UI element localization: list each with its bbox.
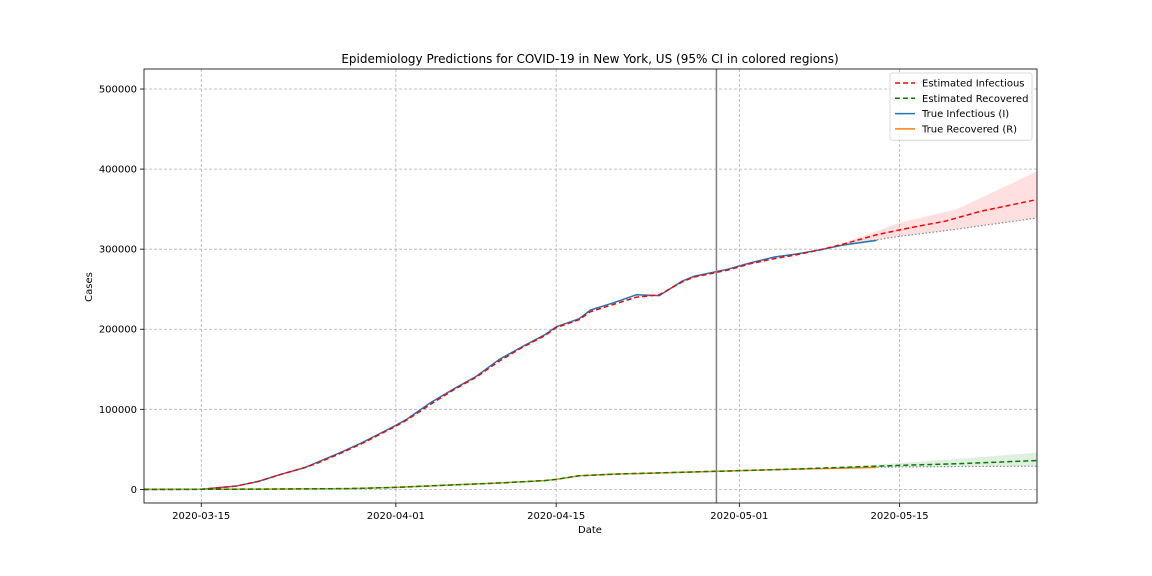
- legend-frame: [889, 72, 1033, 141]
- y-tick-label: 200000: [99, 325, 137, 336]
- x-axis-label: Date: [578, 525, 602, 536]
- grid-layer: [144, 69, 1037, 503]
- confidence-band: [842, 452, 1037, 468]
- x-tick-label: 2020-03-15: [172, 511, 230, 522]
- y-tick-label: 400000: [99, 165, 137, 176]
- chart-title: Epidemiology Predictions for COVID-19 in…: [341, 52, 838, 66]
- x-tick-label: 2020-04-01: [367, 511, 425, 522]
- x-tick-label: 2020-04-15: [527, 511, 585, 522]
- legend-label: True Recovered (R): [921, 124, 1017, 135]
- series-line-estimated-recovered: [143, 459, 1038, 491]
- legend-label: Estimated Recovered: [922, 94, 1028, 105]
- plot-frame: [143, 68, 1038, 504]
- series-line-true-infectious-i: [143, 239, 877, 491]
- y-tick-label: 100000: [99, 405, 137, 416]
- x-tick-label: 2020-05-15: [871, 511, 929, 522]
- series-line-estimated-infectious: [143, 198, 1038, 491]
- x-tick-label: 2020-05-01: [710, 511, 768, 522]
- y-axis-label: Cases: [84, 272, 95, 302]
- series-layer: [143, 198, 1038, 491]
- series-line-true-recovered-r: [143, 466, 877, 491]
- legend-label: True Infectious (I): [921, 109, 1009, 120]
- y-tick-label: 300000: [99, 245, 137, 256]
- legend-label: Estimated Infectious: [922, 79, 1025, 90]
- y-tick-label: 500000: [99, 85, 137, 96]
- confidence-band-layer: [842, 171, 1038, 469]
- y-tick-label: 0: [131, 485, 137, 496]
- axis-layer: 2020-03-15 2020-04-01 2020-04-15 2020-05-01…: [99, 68, 1038, 522]
- confidence-band: [842, 171, 1037, 246]
- legend: Estimated Infectious Estimated Recovered T…: [889, 72, 1033, 141]
